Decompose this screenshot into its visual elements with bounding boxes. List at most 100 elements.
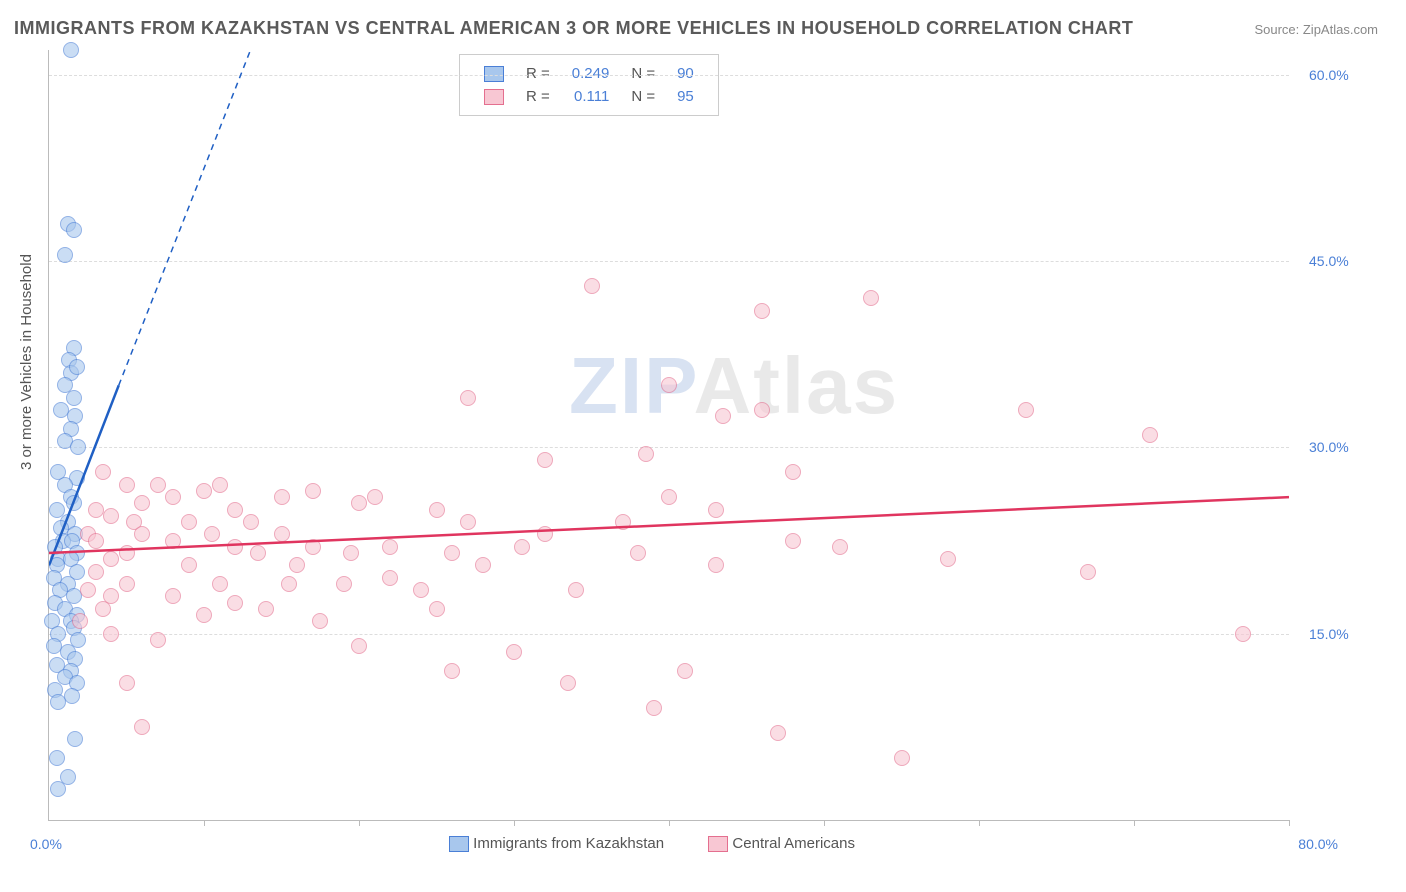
data-point-central_americans [785, 533, 801, 549]
x-tick-mark [979, 820, 980, 826]
data-point-central_americans [312, 613, 328, 629]
data-point-central_americans [196, 607, 212, 623]
swatch-central-icon [708, 836, 728, 852]
data-point-central_americans [150, 632, 166, 648]
data-point-central_americans [305, 483, 321, 499]
y-axis-label: 3 or more Vehicles in Household [18, 254, 35, 470]
data-point-central_americans [258, 601, 274, 617]
swatch-central [484, 89, 504, 105]
data-point-central_americans [770, 725, 786, 741]
data-point-central_americans [119, 675, 135, 691]
data-point-central_americans [119, 477, 135, 493]
data-point-central_americans [88, 502, 104, 518]
data-point-kazakhstan [66, 222, 82, 238]
data-point-central_americans [351, 495, 367, 511]
data-point-central_americans [514, 539, 530, 555]
x-tick-min: 0.0% [30, 836, 62, 852]
data-point-central_americans [475, 557, 491, 573]
x-tick-mark [669, 820, 670, 826]
gridline-h [49, 261, 1289, 262]
x-tick-mark [824, 820, 825, 826]
gridline-h [49, 634, 1289, 635]
data-point-central_americans [204, 526, 220, 542]
data-point-central_americans [646, 700, 662, 716]
data-point-central_americans [444, 545, 460, 561]
legend-item-kazakhstan: Immigrants from Kazakhstan [449, 835, 664, 852]
data-point-central_americans [95, 601, 111, 617]
data-point-central_americans [72, 613, 88, 629]
data-point-central_americans [103, 508, 119, 524]
data-point-central_americans [630, 545, 646, 561]
data-point-central_americans [119, 576, 135, 592]
y-tick-label: 30.0% [1309, 439, 1369, 455]
x-tick-mark [204, 820, 205, 826]
data-point-central_americans [274, 526, 290, 542]
source-label: Source: ZipAtlas.com [1254, 22, 1378, 37]
data-point-central_americans [165, 588, 181, 604]
data-point-central_americans [677, 663, 693, 679]
data-point-kazakhstan [66, 495, 82, 511]
data-point-central_americans [894, 750, 910, 766]
chart-title: IMMIGRANTS FROM KAZAKHSTAN VS CENTRAL AM… [14, 18, 1133, 39]
x-tick-mark [1289, 820, 1290, 826]
data-point-central_americans [367, 489, 383, 505]
data-point-central_americans [95, 464, 111, 480]
data-point-central_americans [134, 526, 150, 542]
data-point-central_americans [1235, 626, 1251, 642]
gridline-h [49, 447, 1289, 448]
data-point-central_americans [103, 626, 119, 642]
correlation-legend: R = 0.249 N = 90 R = 0.111 N = 95 [459, 54, 719, 116]
data-point-central_americans [940, 551, 956, 567]
data-point-central_americans [708, 502, 724, 518]
data-point-central_americans [134, 495, 150, 511]
data-point-central_americans [863, 290, 879, 306]
data-point-kazakhstan [50, 781, 66, 797]
data-point-central_americans [343, 545, 359, 561]
data-point-central_americans [537, 526, 553, 542]
x-tick-mark [359, 820, 360, 826]
data-point-central_americans [661, 377, 677, 393]
data-point-central_americans [88, 533, 104, 549]
data-point-central_americans [227, 539, 243, 555]
data-point-central_americans [274, 489, 290, 505]
y-tick-label: 45.0% [1309, 253, 1369, 269]
data-point-central_americans [134, 719, 150, 735]
data-point-central_americans [537, 452, 553, 468]
data-point-central_americans [444, 663, 460, 679]
data-point-central_americans [181, 514, 197, 530]
data-point-central_americans [196, 483, 212, 499]
plot-area: ZIPAtlas R = 0.249 N = 90 R = 0.111 N = … [48, 50, 1289, 821]
data-point-kazakhstan [63, 42, 79, 58]
data-point-central_americans [832, 539, 848, 555]
data-point-central_americans [103, 551, 119, 567]
data-point-central_americans [754, 303, 770, 319]
data-point-central_americans [584, 278, 600, 294]
data-point-central_americans [429, 601, 445, 617]
data-point-central_americans [708, 557, 724, 573]
bottom-legend: Immigrants from Kazakhstan Central Ameri… [449, 835, 895, 852]
data-point-central_americans [281, 576, 297, 592]
data-point-central_americans [150, 477, 166, 493]
legend-item-central: Central Americans [708, 835, 855, 852]
data-point-central_americans [165, 489, 181, 505]
data-point-central_americans [227, 595, 243, 611]
data-point-central_americans [212, 576, 228, 592]
data-point-central_americans [460, 514, 476, 530]
data-point-central_americans [661, 489, 677, 505]
data-point-central_americans [754, 402, 770, 418]
data-point-central_americans [429, 502, 445, 518]
data-point-central_americans [351, 638, 367, 654]
legend-row-kazakhstan: R = 0.249 N = 90 [474, 63, 704, 84]
data-point-central_americans [119, 545, 135, 561]
data-point-central_americans [1142, 427, 1158, 443]
data-point-central_americans [460, 390, 476, 406]
data-point-central_americans [227, 502, 243, 518]
legend-row-central: R = 0.111 N = 95 [474, 86, 704, 107]
data-point-central_americans [250, 545, 266, 561]
data-point-central_americans [715, 408, 731, 424]
data-point-central_americans [560, 675, 576, 691]
y-tick-label: 15.0% [1309, 626, 1369, 642]
data-point-kazakhstan [49, 750, 65, 766]
data-point-central_americans [305, 539, 321, 555]
data-point-central_americans [243, 514, 259, 530]
